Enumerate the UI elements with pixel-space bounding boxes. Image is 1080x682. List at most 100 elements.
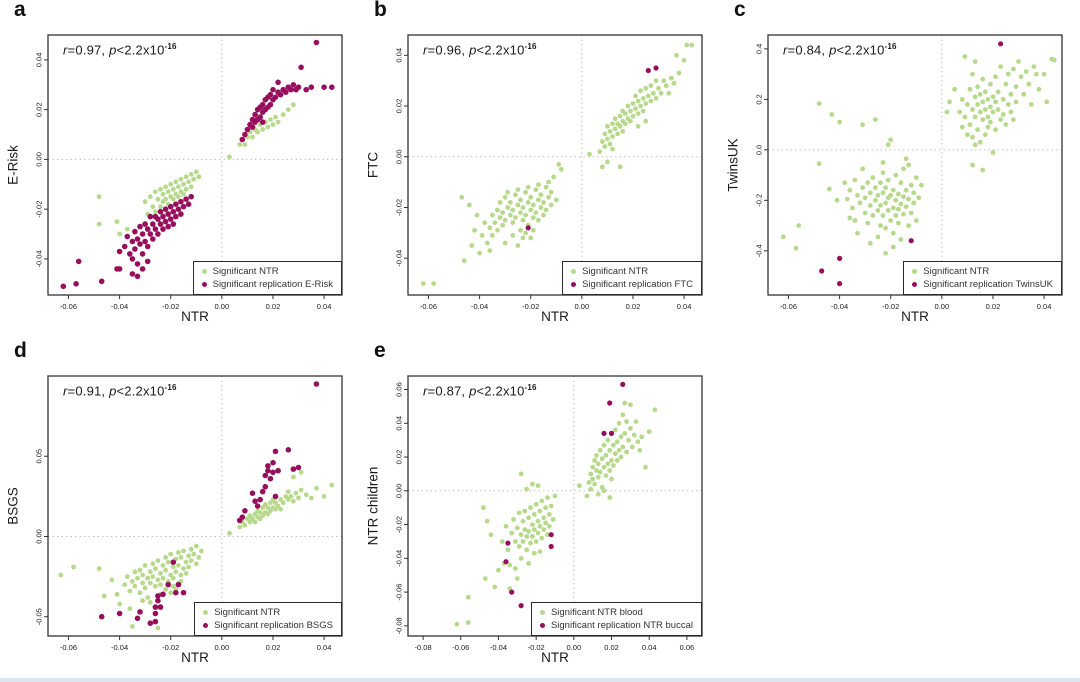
svg-text:0.04: 0.04 [1037, 302, 1052, 311]
legend-label: Significant NTR [923, 266, 990, 277]
r-symbol: r [423, 383, 428, 399]
legend-row: Significant replication TwinsUK [912, 279, 1053, 290]
svg-text:0.04: 0.04 [642, 643, 657, 652]
legend-row: Significant NTR blood [539, 607, 693, 618]
panel-a: -0.06 -0.04 -0.02 0.00 0.02 0.04 -0.04 -0.02 0.0… [0, 0, 360, 341]
p-exponent: -16 [164, 383, 177, 392]
svg-text:-0.06: -0.06 [395, 584, 404, 601]
svg-text:0.04: 0.04 [35, 53, 44, 68]
svg-text:-0.04: -0.04 [471, 302, 488, 311]
svg-text:-0.04: -0.04 [35, 250, 44, 267]
panel-label: c [734, 0, 746, 21]
legend-marker-replication [201, 282, 207, 287]
y-axis-label: TwinsUK [725, 138, 741, 192]
p-exponent: -16 [884, 42, 897, 51]
svg-text:0.02: 0.02 [395, 99, 404, 114]
y-axis-label: NTR children [365, 466, 381, 546]
legend-row: Significant NTR [203, 607, 333, 618]
legend: Significant NTR Significant replication … [194, 602, 342, 636]
svg-text:0.02: 0.02 [266, 302, 281, 311]
correlation-annotation: r=0.97, p<2.2x10-16 [63, 42, 177, 57]
legend-marker-significant [203, 610, 209, 615]
legend-label: Significant replication NTR buccal [550, 620, 693, 631]
panel-label: a [14, 0, 26, 21]
x-axis-label: NTR [541, 309, 569, 324]
svg-text:-0.4: -0.4 [755, 244, 764, 257]
panel-c: -0.06 -0.04 -0.02 0.00 0.02 0.04 -0.4 -0.2 0.0 0.… [720, 0, 1080, 341]
svg-text:-0.02: -0.02 [35, 201, 44, 218]
svg-text:0.00: 0.00 [935, 302, 950, 311]
svg-text:-0.06: -0.06 [60, 643, 77, 652]
svg-text:-0.06: -0.06 [780, 302, 797, 311]
svg-text:0.00: 0.00 [215, 643, 230, 652]
panel-b: -0.06 -0.04 -0.02 0.00 0.02 0.04 -0.04 -0.02 0.0… [360, 0, 720, 341]
legend-label: Significant replication BSGS [214, 620, 333, 631]
svg-text:0.02: 0.02 [604, 643, 619, 652]
p-exponent: -16 [524, 42, 537, 51]
correlation-annotation: r=0.84, p<2.2x10-16 [783, 42, 897, 57]
legend: Significant NTR Significant replication … [903, 261, 1062, 295]
p-symbol: p [109, 42, 117, 58]
legend-marker-replication [539, 623, 545, 628]
legend: Significant NTR blood Significant replic… [530, 602, 702, 636]
legend-marker-significant [912, 269, 918, 274]
p-value: <2.2x10 [476, 42, 525, 58]
correlation-annotation: r=0.87, p<2.2x10-16 [423, 383, 537, 398]
svg-text:0.04: 0.04 [395, 48, 404, 63]
y-axis-label: E-Risk [5, 145, 21, 185]
svg-text:-0.02: -0.02 [162, 643, 179, 652]
svg-text:-0.04: -0.04 [111, 643, 128, 652]
legend-row: Significant NTR [571, 266, 693, 277]
legend-label: Significant NTR blood [550, 607, 643, 618]
svg-text:-0.04: -0.04 [111, 302, 128, 311]
r-value: =0.84, [787, 42, 830, 58]
svg-text:0.00: 0.00 [575, 302, 590, 311]
svg-text:0.00: 0.00 [215, 302, 230, 311]
legend-row: Significant replication FTC [571, 279, 693, 290]
svg-text:-0.04: -0.04 [395, 550, 404, 567]
svg-text:0.06: 0.06 [395, 382, 404, 397]
legend-marker-significant [539, 610, 545, 615]
legend-marker-significant [201, 269, 207, 274]
legend-row: Significant replication NTR buccal [539, 620, 693, 631]
legend-marker-replication [571, 282, 577, 287]
scatter-canvas-b: -0.06 -0.04 -0.02 0.00 0.02 0.04 -0.04 -0.02 0.0… [395, 34, 703, 311]
p-exponent: -16 [164, 42, 177, 51]
legend-label: Significant replication E-Risk [212, 279, 333, 290]
r-value: =0.87, [427, 383, 470, 399]
scatter-canvas-e: -0.08 -0.06 -0.04 -0.02 0.00 0.02 0.04 0.06 -0.0… [395, 375, 703, 652]
svg-text:0.02: 0.02 [626, 302, 641, 311]
panel-label: e [374, 339, 386, 362]
svg-text:0.4: 0.4 [755, 44, 764, 54]
svg-text:0.02: 0.02 [266, 643, 281, 652]
legend-row: Significant replication E-Risk [201, 279, 333, 290]
p-value: <2.2x10 [476, 383, 525, 399]
p-exponent: -16 [524, 383, 537, 392]
legend-label: Significant replication FTC [582, 279, 693, 290]
svg-text:0.00: 0.00 [567, 643, 582, 652]
svg-text:-0.04: -0.04 [395, 250, 404, 267]
svg-text:0.02: 0.02 [35, 102, 44, 117]
panel-label: b [374, 0, 387, 21]
svg-text:-0.08: -0.08 [415, 643, 432, 652]
legend-row: Significant NTR [912, 266, 1053, 277]
p-value: <2.2x10 [116, 383, 165, 399]
correlation-annotation: r=0.96, p<2.2x10-16 [423, 42, 537, 57]
svg-text:0.0: 0.0 [755, 145, 764, 155]
svg-text:-0.08: -0.08 [395, 617, 404, 634]
r-symbol: r [783, 42, 788, 58]
svg-text:-0.02: -0.02 [882, 302, 899, 311]
r-symbol: r [63, 383, 68, 399]
legend-marker-replication [912, 282, 918, 287]
svg-text:0.04: 0.04 [677, 302, 692, 311]
legend-label: Significant replication TwinsUK [923, 279, 1053, 290]
legend: Significant NTR Significant replication … [192, 261, 342, 295]
legend-label: Significant NTR [212, 266, 279, 277]
legend-row: Significant NTR [201, 266, 333, 277]
panel-e: -0.08 -0.06 -0.04 -0.02 0.00 0.02 0.04 0.06 -0.0… [360, 339, 720, 682]
x-axis-label: NTR [541, 650, 569, 665]
svg-text:0.2: 0.2 [755, 94, 764, 104]
svg-text:0.05: 0.05 [35, 449, 44, 464]
bottom-strip [0, 678, 1080, 682]
